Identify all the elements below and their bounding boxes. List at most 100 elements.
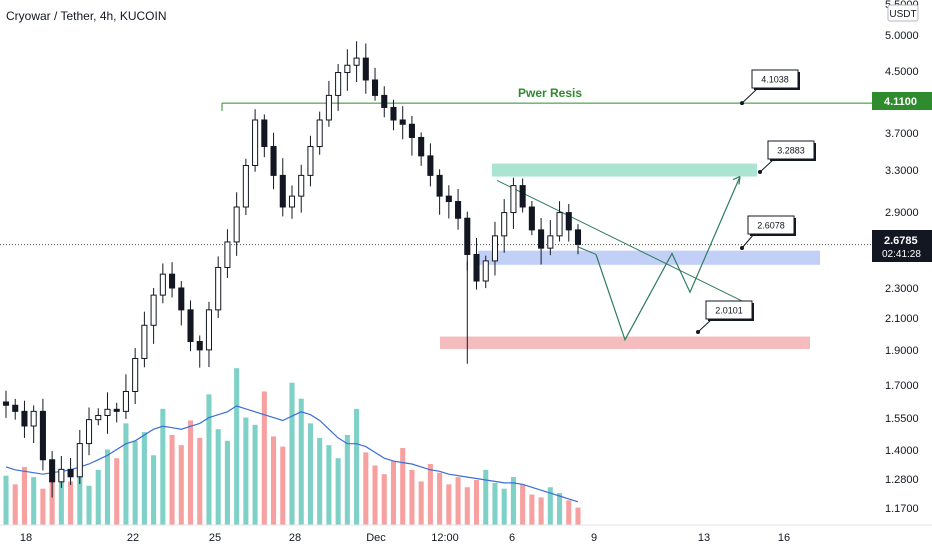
time-tick-label: 6 [509, 532, 515, 544]
candle-body [399, 119, 406, 125]
candle-body [122, 390, 129, 412]
price-tick-label: 1.5500 [885, 413, 919, 425]
volume-bar [141, 432, 147, 525]
candle-body [455, 201, 462, 219]
candles-layer [2, 41, 582, 498]
volume-bar [326, 445, 332, 525]
target-zone [440, 336, 810, 350]
candle-body [261, 119, 268, 148]
price-tick-label: 1.7000 [885, 380, 919, 392]
candle-body [58, 468, 65, 483]
volume-bar [280, 446, 286, 525]
current-price-text: 2.6785 [884, 235, 918, 247]
volume-bar [446, 484, 452, 525]
volume-bar [197, 437, 203, 525]
volume-bar [31, 477, 37, 525]
current-price-badge [872, 230, 932, 262]
volume-bar [58, 472, 64, 525]
callout-dot [740, 101, 744, 106]
volume-bar [372, 465, 378, 525]
volume-bar [354, 408, 360, 525]
volume-bar [529, 494, 535, 525]
candle-body [362, 57, 369, 81]
volume-bar [547, 487, 553, 525]
candle-body [233, 206, 240, 243]
callout-text: 4.1038 [761, 75, 789, 85]
volume-bar [123, 423, 129, 525]
volume-bar [224, 440, 230, 525]
volume-bar [261, 391, 267, 525]
candle-body [169, 273, 176, 289]
volume-bar [271, 436, 277, 525]
candle-body [2, 401, 10, 406]
volume-bar [557, 493, 563, 525]
price-axis-bg [872, 0, 932, 525]
candle-body [12, 404, 19, 412]
price-tick-label: 1.9000 [885, 345, 919, 357]
candle-body [288, 195, 296, 208]
volume-bar [501, 488, 507, 525]
volume-bar [437, 472, 443, 525]
volume-bar [566, 500, 572, 525]
volume-bar [298, 398, 304, 525]
volume-bar [114, 458, 120, 525]
volume-bar [418, 481, 424, 525]
volume-bar [12, 484, 18, 525]
candle-body [104, 408, 111, 416]
callout-pointer [697, 318, 713, 333]
currency-box [887, 4, 919, 22]
candle-body [30, 410, 37, 427]
volume-bar [77, 465, 83, 525]
support-zone [478, 250, 820, 265]
volume-bar [234, 368, 240, 525]
candle-body [159, 273, 166, 296]
candle-body [307, 146, 314, 176]
callout-box [747, 215, 795, 235]
price-tick-label: 3.3000 [885, 165, 919, 177]
candle-body [298, 174, 305, 197]
volume-bar [307, 423, 313, 525]
volume-bar [289, 382, 295, 525]
volume-bar [427, 464, 433, 525]
callout-text: 2.0101 [715, 306, 743, 316]
candle-body [418, 136, 425, 157]
volume-ma-line [5, 405, 579, 503]
callout-dot [696, 330, 700, 334]
candle-body [67, 468, 74, 478]
candle-body [547, 235, 554, 249]
candle-body [519, 185, 526, 208]
time-tick-label: 22 [127, 532, 139, 544]
volume-bar [381, 474, 387, 525]
volume-bar [464, 487, 470, 525]
volume-bar [178, 445, 184, 525]
volume-bar [104, 449, 111, 525]
price-tick-label: 1.4000 [885, 445, 919, 457]
callout-pointer [759, 158, 775, 173]
upper-trendline [496, 180, 746, 303]
candle-body [482, 260, 489, 282]
candle-body [141, 324, 148, 359]
candle-body [353, 57, 360, 66]
symbol-title: Cryowar / Tether, 4h, KUCOIN [6, 9, 167, 23]
volume-bar [215, 429, 221, 525]
time-tick-label: 16 [778, 532, 790, 544]
candle-body [95, 414, 102, 421]
currency-label: USDT [889, 9, 916, 20]
volume-bar [40, 488, 46, 525]
volume-layer [3, 368, 581, 525]
candle-body [344, 64, 351, 74]
resistance-label: Pwer Resis [518, 86, 582, 100]
candle-body [556, 212, 563, 237]
price-tick-label: 1.2800 [885, 474, 919, 486]
candle-body [316, 119, 323, 148]
candle-body [491, 235, 499, 262]
candle-body [436, 174, 443, 197]
candle-body [76, 443, 83, 478]
time-tick-label: 9 [591, 532, 597, 544]
candle-body [427, 155, 434, 176]
price-tick-label: 3.7000 [885, 128, 919, 140]
candle-body [279, 174, 286, 208]
candle-body [565, 212, 572, 231]
